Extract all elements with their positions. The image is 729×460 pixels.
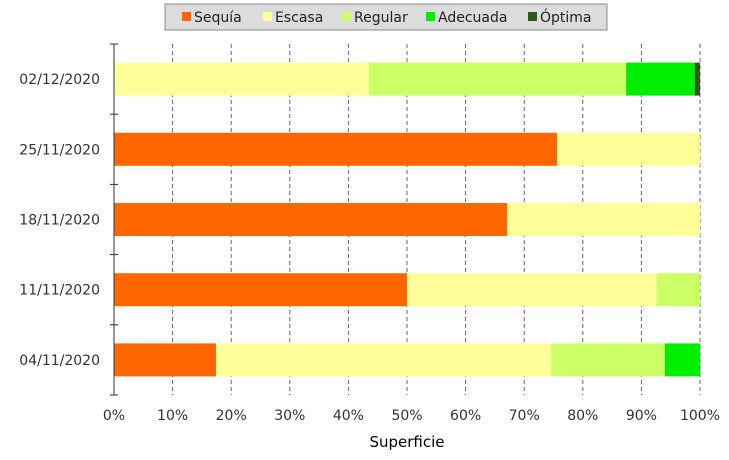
bar-segment [215, 343, 552, 377]
axes [110, 43, 118, 396]
bar-segment [626, 62, 695, 96]
legend-swatch [528, 12, 537, 21]
x-tick-label: 40% [333, 408, 364, 424]
y-tick-label: 11/11/2020 [19, 283, 100, 299]
bar-segment [557, 132, 700, 166]
bar-segment [368, 62, 627, 96]
x-tick-label: 20% [216, 408, 247, 424]
legend: Sequía Escasa Regular Adecuada Óptima [164, 3, 608, 31]
legend-label: Escasa [275, 10, 323, 26]
bar-segment [507, 203, 700, 236]
legend-label: Regular [354, 10, 408, 26]
bars [114, 62, 700, 377]
bar-segment [656, 273, 700, 307]
bar-segment [114, 132, 558, 166]
x-tick-label: 80% [567, 408, 598, 424]
x-tick-label: 60% [450, 408, 481, 424]
legend-label: Adecuada [438, 10, 507, 26]
bar-segment [694, 62, 700, 96]
legend-swatch [182, 12, 191, 21]
y-tick-label: 02/12/2020 [19, 72, 100, 88]
x-tick-labels: 0% 10% 20% 30% 40% 50% 60% 70% 80% 90% 100% [103, 408, 720, 424]
bar-segment [114, 203, 508, 236]
legend-label: Óptima [540, 8, 592, 26]
y-tick-label: 04/11/2020 [19, 353, 100, 369]
bar-segment [114, 62, 369, 96]
legend-label: Sequía [194, 10, 242, 26]
legend-swatch [426, 12, 435, 21]
x-tick-label: 90% [626, 408, 657, 424]
x-tick-label: 10% [157, 408, 188, 424]
y-tick-label: 25/11/2020 [19, 142, 100, 158]
x-tick-label: 70% [509, 408, 540, 424]
y-tick-labels: 02/12/2020 25/11/2020 18/11/2020 11/11/2020… [19, 72, 100, 369]
y-tick-label: 18/11/2020 [19, 213, 100, 229]
x-tick-label: 50% [391, 408, 422, 424]
bar-segment [114, 273, 407, 307]
x-tick-label: 0% [103, 408, 125, 424]
x-tick-label: 100% [680, 408, 720, 424]
legend-swatch [263, 12, 272, 21]
legend-swatch [342, 12, 351, 21]
x-tick-label: 30% [274, 408, 305, 424]
bar-segment [407, 273, 657, 307]
bar-segment [114, 343, 216, 377]
x-axis-title: Superficie [369, 433, 444, 451]
bar-segment [551, 343, 665, 377]
bar-segment [664, 343, 700, 377]
